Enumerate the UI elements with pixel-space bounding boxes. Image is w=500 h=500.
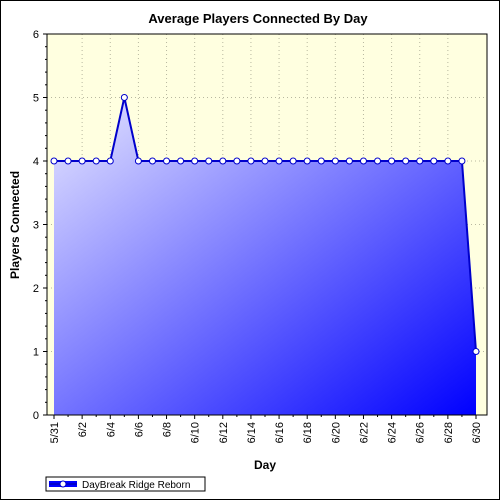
data-point (134, 157, 142, 165)
x-axis-label: Day (254, 458, 276, 472)
x-tick-label: 6/14 (246, 422, 258, 443)
data-point (359, 157, 367, 165)
chart-title: Average Players Connected By Day (148, 11, 368, 26)
data-point (92, 157, 100, 165)
legend: DayBreak Ridge Reborn (45, 476, 206, 492)
y-tick-label: 1 (33, 347, 39, 359)
x-tick-label: 6/6 (133, 422, 145, 437)
y-tick-labels: 0 1 2 3 4 5 6 (33, 29, 39, 422)
data-point (317, 157, 325, 165)
data-point (331, 157, 339, 165)
y-tick-label: 0 (33, 410, 39, 422)
legend-box (45, 476, 206, 492)
x-tick-label: 6/8 (162, 422, 174, 437)
data-point (289, 157, 297, 165)
series-markers (50, 94, 480, 355)
y-tick-label: 2 (33, 283, 39, 295)
x-tick-label: 6/12 (218, 422, 230, 443)
data-point (205, 157, 213, 165)
data-point (458, 157, 466, 165)
data-point (472, 348, 480, 355)
axes (43, 33, 487, 419)
data-point (148, 157, 156, 165)
y-tick-label: 3 (33, 220, 39, 232)
data-point (388, 157, 396, 165)
x-tick-label: 6/28 (443, 422, 455, 443)
data-point (78, 157, 86, 165)
x-tick-label: 6/24 (387, 422, 399, 443)
data-point (219, 157, 227, 165)
series-area (54, 97, 476, 415)
data-point (50, 157, 58, 165)
y-tick-label: 4 (33, 156, 39, 168)
data-point (177, 157, 185, 165)
data-point (416, 157, 424, 165)
data-point (430, 157, 438, 165)
data-point (402, 157, 410, 165)
x-tick-label: 6/20 (330, 422, 342, 443)
x-tick-label: 6/16 (274, 422, 286, 443)
x-tick-label: 6/4 (105, 422, 117, 437)
data-point (275, 157, 283, 165)
data-point (120, 94, 128, 101)
data-point (345, 157, 353, 165)
x-tick-label: 6/18 (302, 422, 314, 443)
data-point (106, 157, 114, 165)
data-point (444, 157, 452, 165)
data-point (247, 157, 255, 165)
x-tick-label: 6/22 (358, 422, 370, 443)
y-tick-label: 6 (33, 29, 39, 41)
x-tick-label: 6/30 (471, 422, 483, 443)
y-axis-label: Players Connected (8, 171, 22, 279)
legend-marker (59, 480, 67, 488)
data-point (374, 157, 382, 165)
x-tick-label: 6/10 (190, 422, 202, 443)
data-point (261, 157, 269, 165)
data-point (191, 157, 199, 165)
data-point (233, 157, 241, 165)
data-point (303, 157, 311, 165)
legend-label: DayBreak Ridge Reborn (82, 480, 190, 491)
x-tick-label: 6/2 (77, 422, 89, 437)
y-tick-label: 5 (33, 93, 39, 105)
data-point (64, 157, 72, 165)
x-tick-labels: 5/31 6/2 6/4 6/6 6/8 6/10 6/12 6/14 6/16 6/18 6/20… (49, 422, 483, 443)
data-point (163, 157, 171, 165)
x-tick-label: 5/31 (49, 422, 61, 443)
x-tick-label: 6/26 (415, 422, 427, 443)
